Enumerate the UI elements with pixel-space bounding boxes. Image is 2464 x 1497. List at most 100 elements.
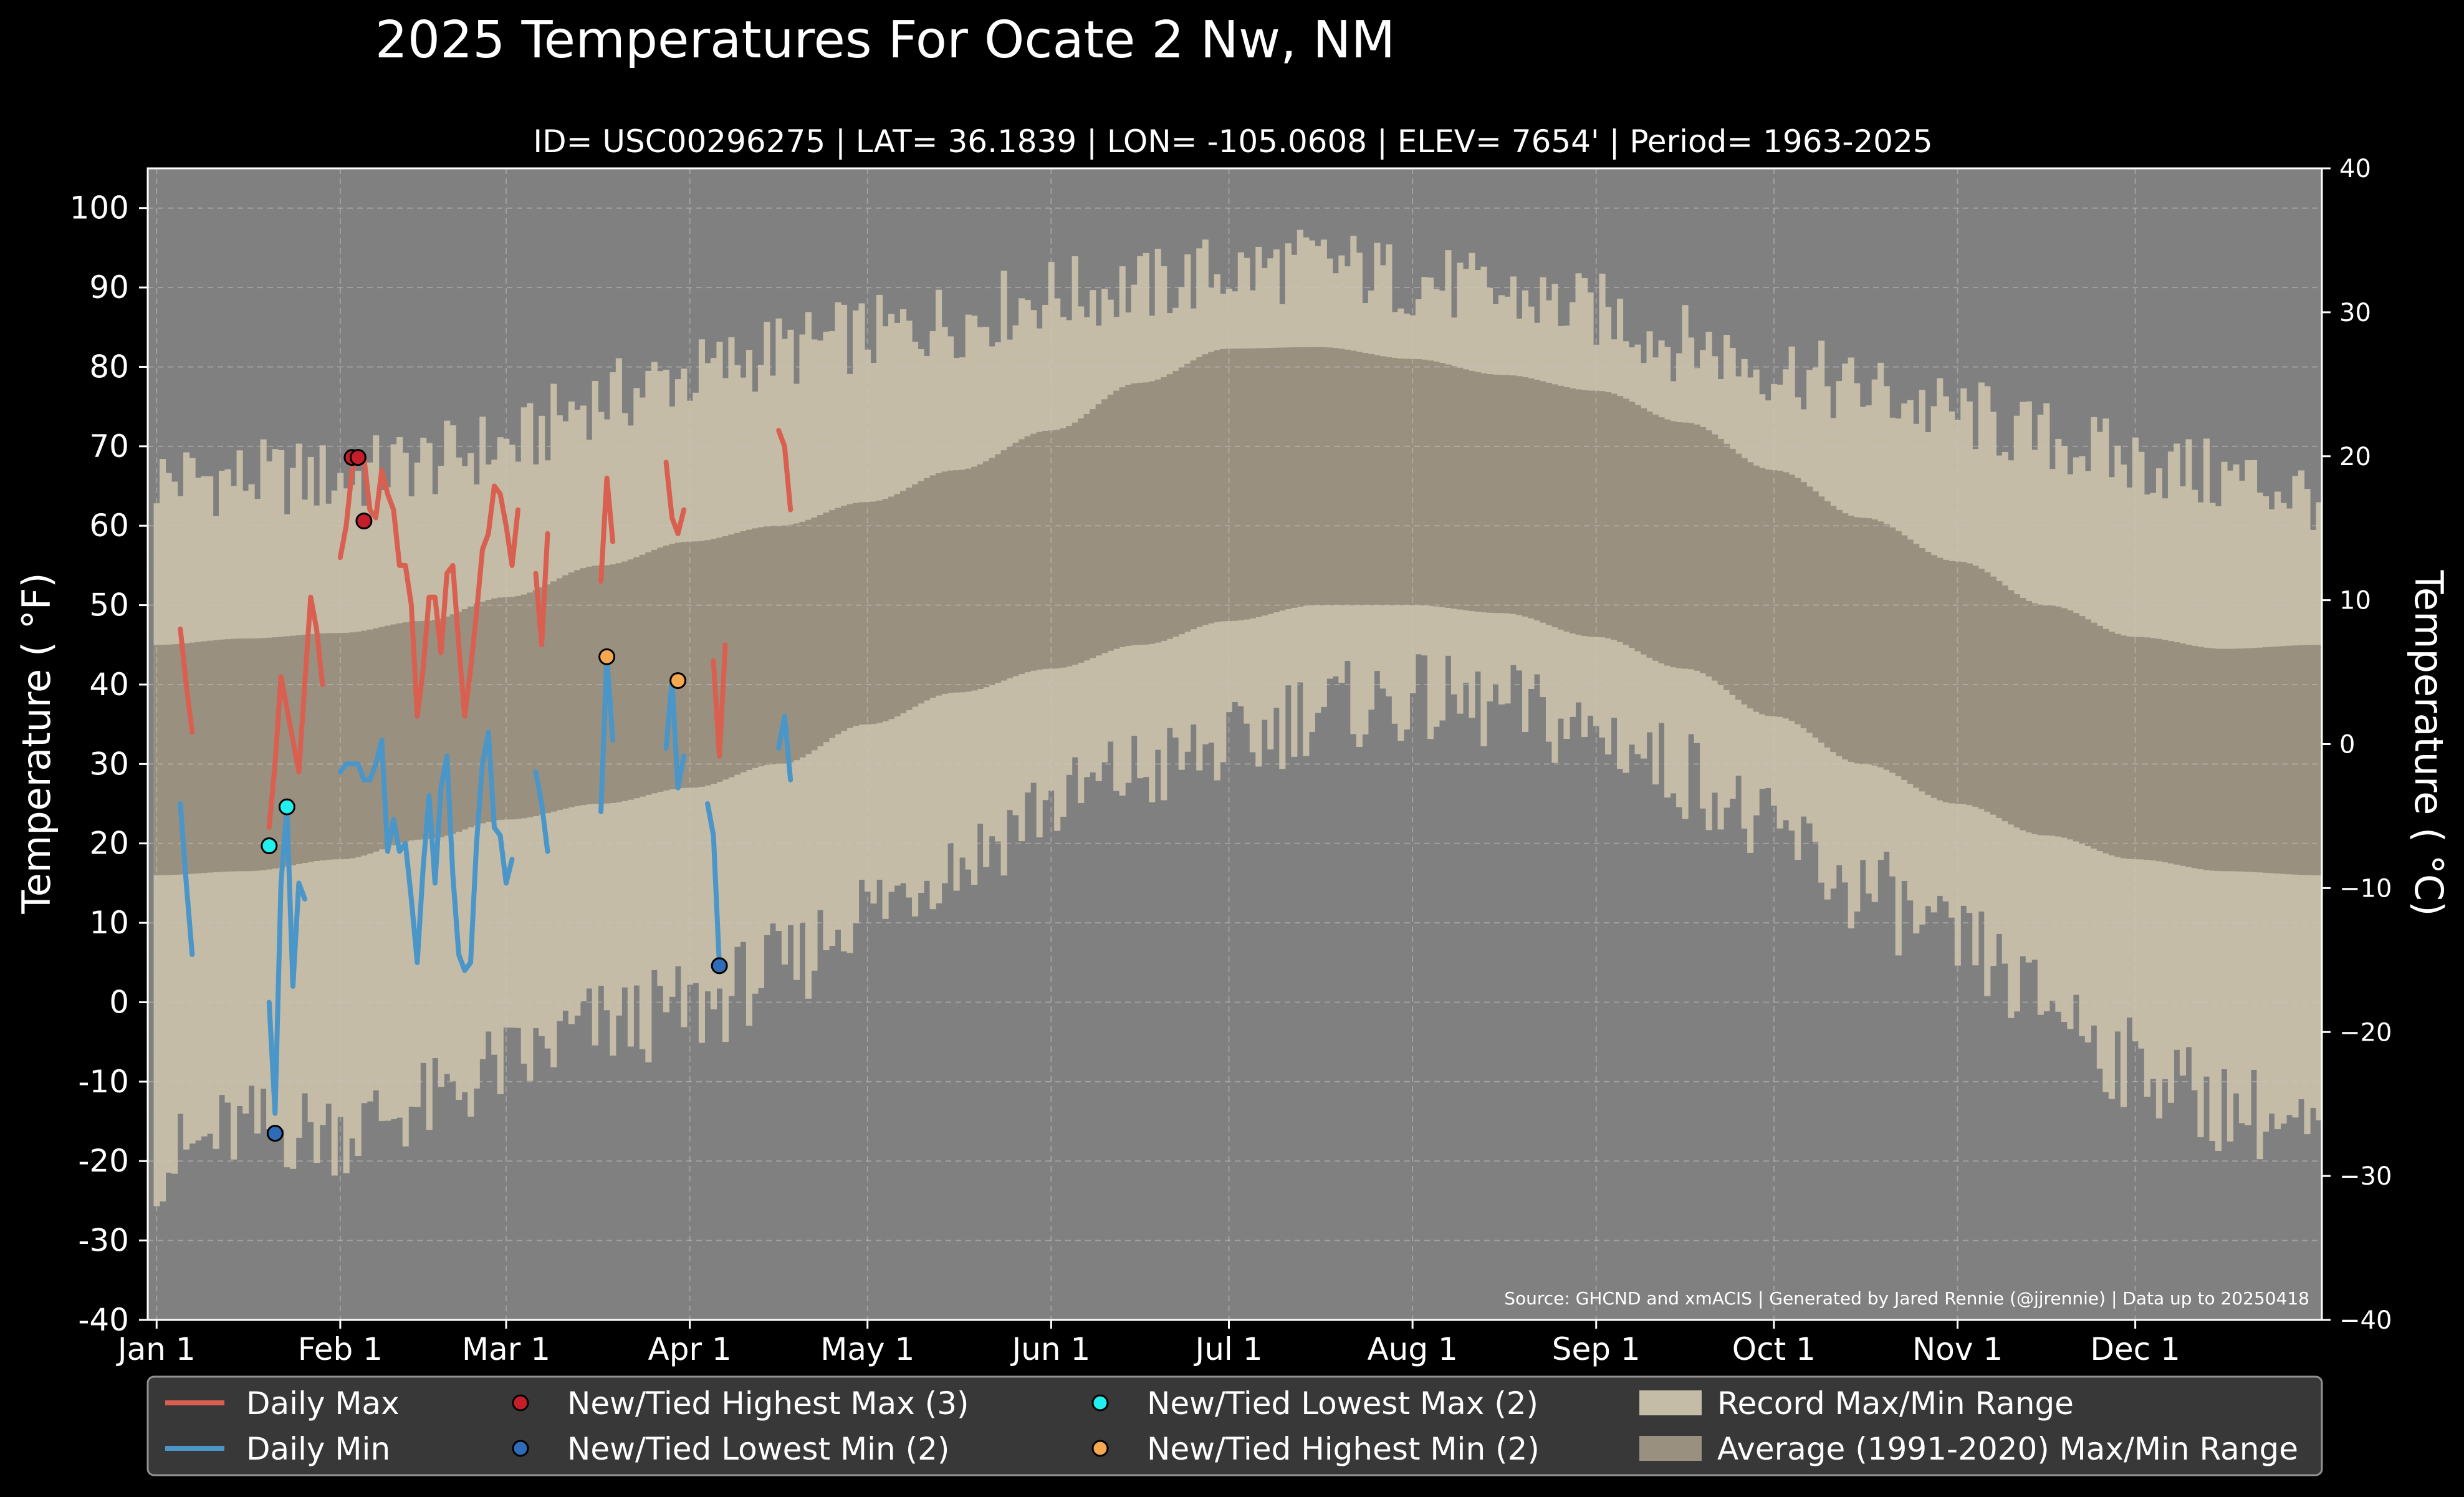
normal-range-bar [2280,646,2287,874]
normal-range-bar [503,597,510,820]
y-right-tick-label: −30 [2339,1162,2392,1191]
normal-range-bar [1783,472,1790,719]
normal-range-bar [1688,423,1695,670]
normal-range-bar [183,643,190,875]
normal-range-bar [1634,405,1641,652]
normal-range-bar [1462,369,1470,610]
normal-range-bar [2179,643,2186,866]
normal-range-bar [947,470,954,693]
normal-range-bar [254,638,261,871]
y-axis-left: -40 -30 -20 -10 0 10 20 30 40 50 60 70 80 90 100 [70,190,148,1338]
normal-range-bar [959,469,966,693]
y-tick-label: 100 [70,190,129,226]
legend-patch-swatch [1639,1390,1702,1415]
normal-range-bar [2132,637,2139,860]
normal-range-bar [1332,348,1339,605]
daily-min-line [533,769,550,854]
normal-range-bar [1776,470,1783,717]
legend-label: New/Tied Lowest Min (2) [567,1431,949,1467]
normal-range-bar [1866,518,1872,764]
normal-range-bar [1812,491,1819,738]
normal-range-bar [153,645,160,875]
normal-range-bar [2084,619,2091,847]
normal-range-bar [1184,363,1191,632]
normal-range-bar [1161,377,1167,641]
normal-range-bar [657,547,664,792]
y-tick-label: 0 [109,984,129,1020]
normal-range-bar [1308,347,1315,605]
normal-range-bar [1646,412,1653,658]
normal-range-bar [2073,613,2079,842]
normal-range-bar [615,563,622,802]
normal-range-bar [1095,404,1102,656]
normal-range-bar [1249,348,1256,619]
normal-range-bar [2268,647,2275,874]
y-right-tick-label: 10 [2339,587,2371,615]
highest-min-point [598,648,616,665]
normal-range-bar [337,633,344,860]
normal-range-bar [598,565,605,804]
normal-range-bar [307,634,314,862]
lowest-min-point [266,1125,284,1142]
normal-range-bar [1599,391,1606,638]
normal-range-bar [2316,645,2323,875]
daily-max-line [598,475,616,584]
normal-range-bar [2043,605,2050,835]
normal-range-bar [1788,474,1795,721]
normal-range-bar [2292,645,2299,875]
x-tick-label: Sep 1 [1552,1331,1641,1367]
daily-max-line [711,642,728,759]
normal-range-bar [544,584,551,814]
normal-range-bar [1629,402,1636,648]
normal-range-bar [1030,433,1037,671]
normal-range-bar [550,581,557,812]
normal-range-bar [444,616,451,836]
x-tick-label: Jun 1 [1010,1331,1090,1367]
normal-range-bar [1083,413,1090,661]
normal-range-bar [1439,363,1445,607]
normal-range-bar [1593,390,1600,637]
normal-range-bar [2256,647,2263,873]
y-tick-label: -30 [78,1223,129,1259]
y-tick-label: 70 [89,428,129,465]
legend: Daily Max Daily Min New/Tied Highest Max (… [146,1375,2323,1476]
normal-range-bar [1320,347,1327,605]
normal-range-bar [1060,428,1067,668]
chart-subtitle: ID= USC00296275 | LAT= 36.1839 | LON= -1… [533,123,1932,160]
normal-range-bar [1255,348,1262,617]
y-tick-label: 90 [89,269,129,306]
normal-range-bar [876,500,883,723]
normal-range-bar [1712,434,1719,681]
normal-range-bar [852,503,860,726]
normal-range-bar [2138,637,2145,860]
normal-range-bar [1996,580,2003,818]
daily-max-line [266,594,325,830]
normal-range-bar [1747,462,1754,709]
normal-range-bar [1090,409,1096,658]
normal-range-bar [1149,381,1156,644]
normal-range-bar [248,638,255,872]
normal-range-bar [1795,478,1801,724]
y-axis-right: −40 −30 −20 −10 0 10 20 30 40 [2322,155,2392,1335]
normal-range-bar [213,640,219,872]
normal-range-bar [201,641,208,874]
legend-label: Average (1991-2020) Max/Min Range [1717,1431,2298,1467]
normal-range-bar [1119,387,1126,647]
normal-range-bar [1012,443,1019,676]
normal-range-bar [242,638,249,872]
x-tick-label: Feb 1 [298,1331,383,1367]
normal-range-bar [2096,625,2103,851]
normal-range-bar [1557,385,1565,630]
legend-label: Daily Max [246,1385,400,1422]
normal-range-bar [367,629,373,854]
normal-range-bar [1137,382,1144,645]
normal-range-bar [2304,645,2311,875]
normal-range-bar [1172,371,1179,637]
normal-range-bar [1759,468,1766,715]
normal-range-bar [1617,396,1624,642]
normal-range-bar [432,620,439,839]
normal-range-bar [461,609,468,830]
normal-range-bar [1480,373,1487,613]
normal-range-bar [2020,598,2026,830]
